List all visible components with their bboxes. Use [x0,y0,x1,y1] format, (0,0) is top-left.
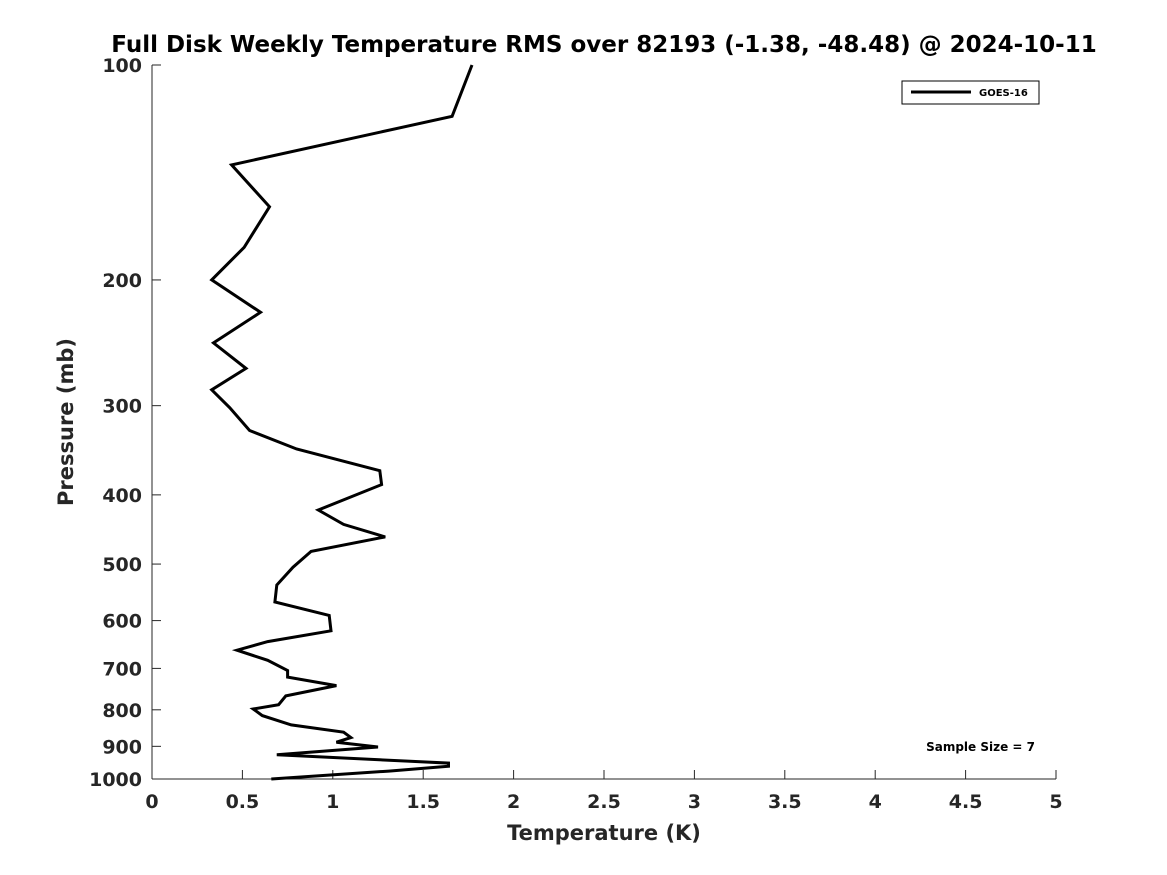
x-tick-label: 1.5 [406,791,440,813]
y-tick-label: 500 [102,554,142,576]
x-tick-label: 2.5 [587,791,621,813]
x-tick-label: 1 [326,791,339,813]
x-tick-label: 4.5 [949,791,983,813]
sample-size-annotation: Sample Size = 7 [926,740,1035,754]
x-tick-label: 3 [688,791,701,813]
y-axis-label: Pressure (mb) [54,338,78,506]
y-tick-label: 700 [102,658,142,680]
legend: GOES-16 [901,80,1040,105]
y-tick-label: 200 [102,270,142,292]
y-tick-label: 600 [102,611,142,633]
x-tick-label: 3.5 [768,791,802,813]
y-tick-label: 100 [102,55,142,77]
x-axis-label: Temperature (K) [507,821,701,845]
y-tick-label: 800 [102,700,142,722]
legend-entry-goes-16: GOES-16 [979,88,1028,99]
x-tick-label: 5 [1049,791,1062,813]
x-tick-label: 4 [869,791,882,813]
chart-title: Full Disk Weekly Temperature RMS over 82… [111,32,1097,58]
y-tick-label: 1000 [89,769,142,791]
plot-area: 0 0.5 1 1.5 2 2.5 3 3.5 4 4.5 5 100 200 300 400 500 600… [89,55,1063,813]
y-ticks: 100 200 300 400 500 600 700 800 900 1000 [89,55,161,791]
y-tick-label: 900 [102,736,142,758]
y-tick-label: 400 [102,485,142,507]
x-tick-label: 2 [507,791,520,813]
x-tick-label: 0.5 [226,791,260,813]
series-line-goes-16 [209,64,474,781]
x-ticks: 0 0.5 1 1.5 2 2.5 3 3.5 4 4.5 5 [145,770,1063,813]
x-tick-label: 0 [145,791,158,813]
y-tick-label: 300 [102,396,142,418]
